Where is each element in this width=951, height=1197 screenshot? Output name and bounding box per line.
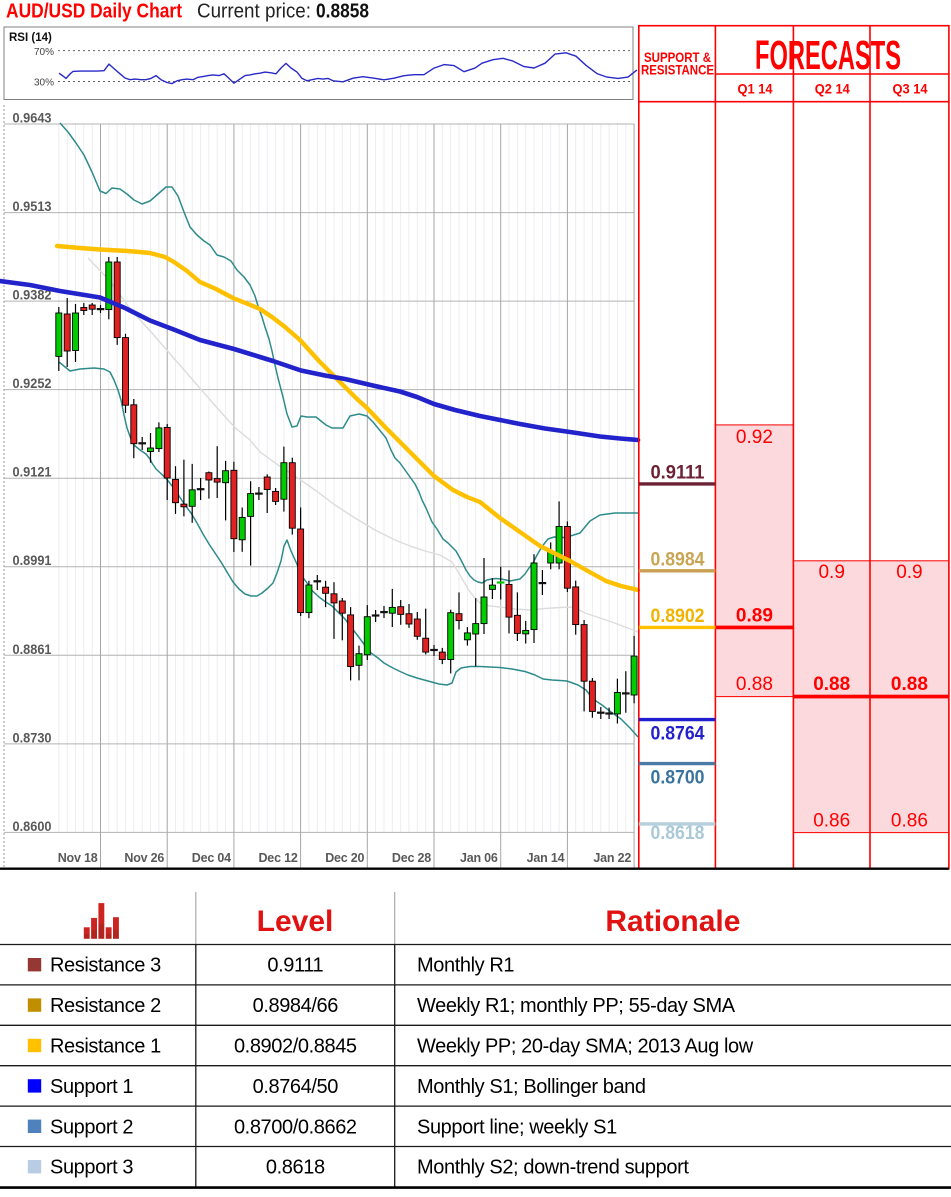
svg-text:0.8618: 0.8618 xyxy=(651,823,705,844)
svg-text:0.8984: 0.8984 xyxy=(651,550,705,571)
svg-text:Resistance 1: Resistance 1 xyxy=(50,1036,161,1058)
svg-text:0.88: 0.88 xyxy=(736,674,773,695)
svg-text:0.9: 0.9 xyxy=(818,562,844,583)
svg-text:0.8600: 0.8600 xyxy=(13,818,52,834)
svg-text:AUD/USD Daily Chart: AUD/USD Daily Chart xyxy=(6,1,182,23)
svg-text:0.8700: 0.8700 xyxy=(651,768,705,789)
svg-text:0.9513: 0.9513 xyxy=(13,198,52,214)
svg-text:Monthly S1; Bollinger band: Monthly S1; Bollinger band xyxy=(417,1076,646,1098)
svg-text:0.9643: 0.9643 xyxy=(13,110,52,126)
svg-text:0.8730: 0.8730 xyxy=(13,729,52,745)
svg-text:0.8902: 0.8902 xyxy=(651,606,705,627)
svg-text:Dec 20: Dec 20 xyxy=(325,851,364,865)
svg-text:Resistance 3: Resistance 3 xyxy=(50,955,161,977)
svg-text:Dec 28: Dec 28 xyxy=(392,851,431,865)
svg-text:Q1 14: Q1 14 xyxy=(738,81,773,97)
svg-text:0.89: 0.89 xyxy=(736,606,773,627)
svg-text:Nov 26: Nov 26 xyxy=(124,851,164,865)
svg-text:0.8858: 0.8858 xyxy=(316,1,369,23)
svg-text:Q2 14: Q2 14 xyxy=(815,81,850,97)
svg-text:0.8618: 0.8618 xyxy=(266,1157,325,1179)
svg-text:70%: 70% xyxy=(34,47,54,58)
svg-text:Monthly R1: Monthly R1 xyxy=(417,955,514,977)
svg-text:Support line; weekly S1: Support line; weekly S1 xyxy=(417,1116,617,1138)
svg-text:0.92: 0.92 xyxy=(736,427,773,448)
svg-text:0.8700/0.8662: 0.8700/0.8662 xyxy=(234,1116,357,1138)
svg-text:0.8991: 0.8991 xyxy=(13,552,52,568)
svg-text:0.8861: 0.8861 xyxy=(13,641,52,657)
svg-text:Current price:: Current price: xyxy=(197,1,311,23)
svg-text:0.8902/0.8845: 0.8902/0.8845 xyxy=(234,1036,357,1058)
svg-text:RESISTANCE: RESISTANCE xyxy=(641,62,714,78)
svg-text:0.86: 0.86 xyxy=(813,811,850,832)
svg-text:Rationale: Rationale xyxy=(605,905,740,938)
svg-text:Resistance 2: Resistance 2 xyxy=(50,995,161,1017)
svg-text:0.8984/66: 0.8984/66 xyxy=(253,995,339,1017)
svg-text:0.9252: 0.9252 xyxy=(13,375,52,391)
svg-text:SUPPORT &: SUPPORT & xyxy=(644,49,711,65)
svg-text:FORECASTS: FORECASTS xyxy=(755,32,901,78)
svg-text:0.9111: 0.9111 xyxy=(267,955,323,977)
svg-text:Support 2: Support 2 xyxy=(50,1116,133,1138)
svg-text:Support 1: Support 1 xyxy=(50,1076,133,1098)
svg-text:Level: Level xyxy=(257,905,334,938)
svg-text:0.9111: 0.9111 xyxy=(651,463,705,484)
svg-text:Support 3: Support 3 xyxy=(50,1157,133,1179)
svg-text:Q3 14: Q3 14 xyxy=(893,81,928,97)
svg-text:Dec 12: Dec 12 xyxy=(258,851,297,865)
svg-text:30%: 30% xyxy=(34,78,54,89)
svg-text:Jan 22: Jan 22 xyxy=(593,851,631,865)
svg-text:0.9121: 0.9121 xyxy=(13,464,52,480)
svg-text:Nov 18: Nov 18 xyxy=(58,851,98,865)
svg-text:RSI (14): RSI (14) xyxy=(9,32,52,44)
svg-text:0.88: 0.88 xyxy=(891,674,928,695)
svg-text:0.8764/50: 0.8764/50 xyxy=(253,1076,339,1098)
svg-text:Jan 06: Jan 06 xyxy=(460,851,498,865)
svg-text:Dec 04: Dec 04 xyxy=(192,851,231,865)
svg-text:0.86: 0.86 xyxy=(891,811,928,832)
svg-text:0.9: 0.9 xyxy=(896,562,922,583)
svg-text:0.9382: 0.9382 xyxy=(13,287,52,303)
svg-text:Weekly PP; 20-day SMA; 2013 Au: Weekly PP; 20-day SMA; 2013 Aug low xyxy=(417,1036,754,1058)
svg-text:Jan 14: Jan 14 xyxy=(527,851,565,865)
svg-text:Monthly S2; down-trend support: Monthly S2; down-trend support xyxy=(417,1157,689,1179)
svg-text:0.88: 0.88 xyxy=(813,674,850,695)
svg-text:0.8764: 0.8764 xyxy=(651,724,705,745)
svg-text:Weekly R1; monthly PP; 55-day: Weekly R1; monthly PP; 55-day SMA xyxy=(417,995,736,1017)
